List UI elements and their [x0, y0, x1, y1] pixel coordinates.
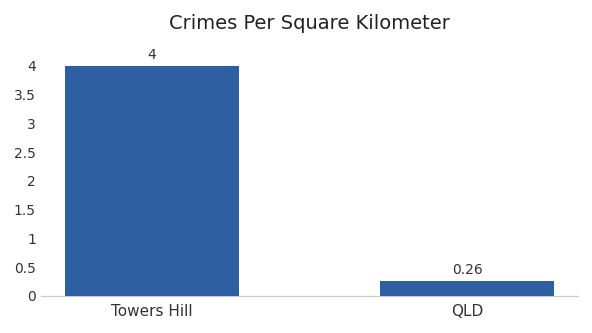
- Text: 4: 4: [147, 48, 156, 62]
- Bar: [380, 281, 554, 296]
- Bar: [65, 66, 239, 296]
- Text: 0.26: 0.26: [452, 263, 482, 277]
- Title: Crimes Per Square Kilometer: Crimes Per Square Kilometer: [169, 14, 450, 33]
